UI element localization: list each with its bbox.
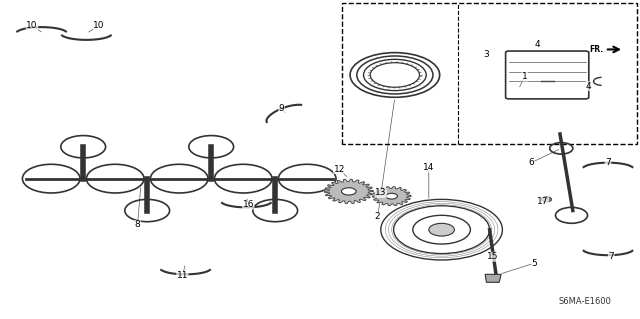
Text: 10: 10 [26, 21, 38, 30]
Text: 17: 17 [537, 197, 548, 206]
Text: 7: 7 [609, 252, 614, 261]
Polygon shape [485, 274, 501, 282]
Text: 4: 4 [586, 82, 591, 91]
Text: 14: 14 [423, 163, 435, 172]
Circle shape [342, 188, 356, 195]
Polygon shape [324, 179, 373, 204]
Text: FR.: FR. [589, 45, 604, 54]
Polygon shape [372, 187, 411, 206]
Text: 8: 8 [135, 220, 140, 229]
Text: 1: 1 [522, 72, 527, 81]
Circle shape [541, 197, 552, 202]
Text: 4: 4 [535, 40, 540, 49]
Text: 16: 16 [243, 200, 254, 209]
Circle shape [429, 223, 454, 236]
Text: 15: 15 [487, 252, 499, 261]
Text: 5: 5 [532, 259, 537, 268]
Text: 2: 2 [375, 212, 380, 221]
Text: 3: 3 [484, 50, 489, 59]
Circle shape [386, 193, 397, 199]
Text: 9: 9 [279, 104, 284, 113]
Text: S6MA-E1600: S6MA-E1600 [558, 297, 611, 306]
Text: 12: 12 [333, 165, 345, 174]
Text: 10: 10 [93, 21, 105, 30]
Text: 6: 6 [529, 158, 534, 167]
Text: 7: 7 [605, 158, 611, 167]
Text: 13: 13 [375, 189, 387, 197]
Text: 11: 11 [177, 271, 188, 280]
